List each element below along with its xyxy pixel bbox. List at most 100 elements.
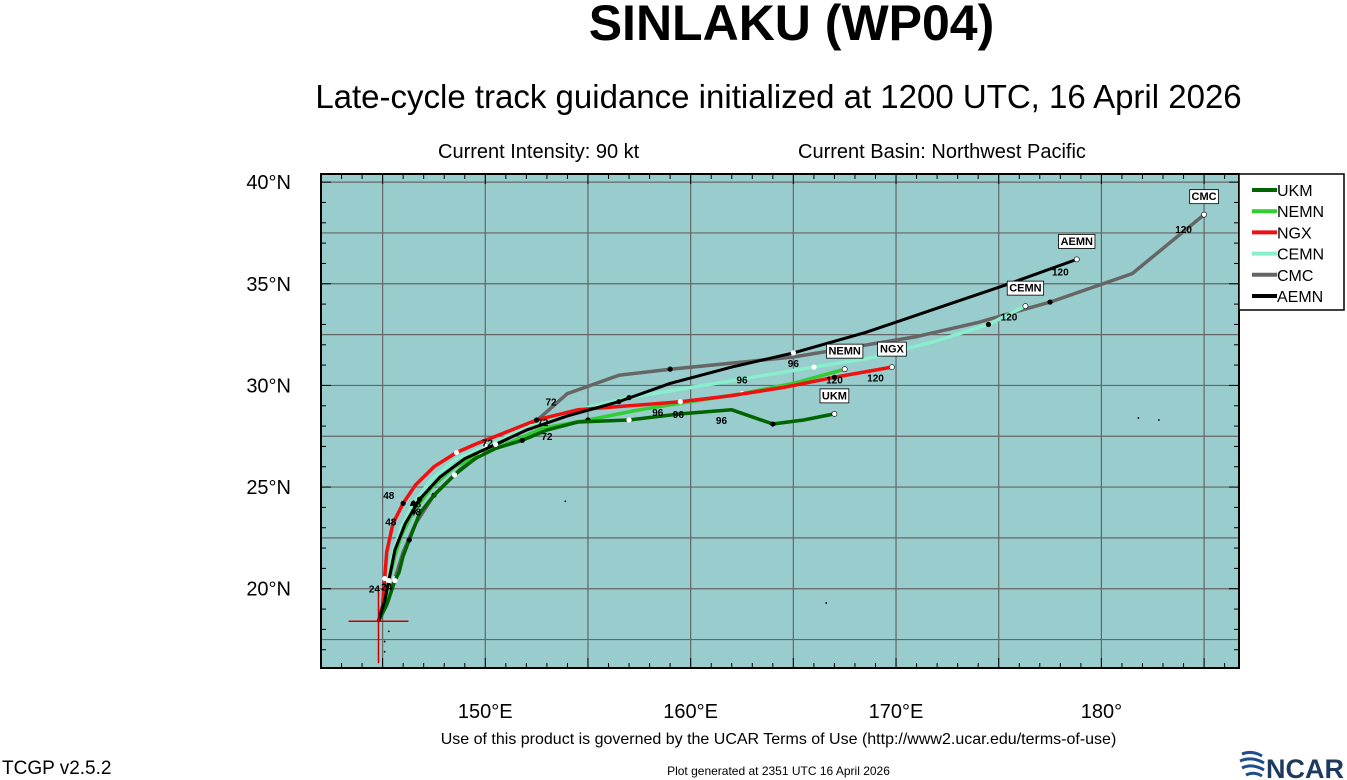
map-frame [320,173,1240,669]
track-end-label: AEMN [1061,236,1093,248]
forecast-hour-label: 24 [381,583,393,594]
track-point [985,321,992,328]
track-end-label: UKM [822,390,847,402]
forecast-hour-label: 72 [537,418,549,429]
forecast-hour-label: 72 [541,432,553,443]
track-end-box [1006,280,1045,296]
legend-label-cmc: CMC [1277,268,1313,285]
track-end-label: NGX [880,344,905,356]
track-end-box [826,343,864,359]
track-point [519,437,525,443]
track-end-box [1058,233,1096,249]
island-dot [383,650,386,653]
track-end-label: CMC [1192,191,1217,203]
forecast-hour-label: 48 [385,518,397,529]
track-point [400,500,406,506]
track-line-ngx [376,365,893,622]
current-intensity: Current Intensity: 90 kt [438,141,640,163]
forecast-hour-label: 48 [410,499,422,510]
forecast-hour-label: 120 [1175,225,1192,236]
island-dot [383,640,386,643]
ocean-background [321,174,1239,668]
track-point [616,399,622,405]
y-tick-label: 25°N [246,477,291,499]
plot-generated-time: Plot generated at 2351 UTC 16 April 2026 [667,764,890,778]
x-tick-label: 170°E [869,701,924,723]
forecast-hour-label: 96 [788,359,800,370]
forecast-hour-label: 72 [545,398,557,409]
legend-label-ukm: UKM [1277,183,1313,200]
legend: UKM NEMN NGX CEMN CMC AEMN [1238,173,1345,311]
legend-label-cemn: CEMN [1277,247,1324,264]
track-point [406,537,412,543]
track-point [416,496,423,502]
legend-label-ngx: NGX [1277,225,1312,242]
legend-label-aemn: AEMN [1277,289,1323,306]
track-point [770,421,776,427]
forecast-hour-label: 96 [673,410,685,421]
track-point [790,350,796,356]
legend-label-nemn: NEMN [1277,204,1324,221]
island-dot [564,500,567,503]
model-tracks [376,213,1206,622]
forecast-hour-label: 48 [383,491,395,502]
track-end-point [889,364,895,371]
terms-of-use: Use of this product is governed by the U… [440,731,1117,748]
track-end-point [1073,256,1080,263]
track-end-point [841,366,848,373]
y-tick-label: 30°N [246,375,291,397]
forecast-hour-label: 96 [652,408,664,419]
track-end-point [831,410,838,417]
forecast-hour-label: 24 [369,585,381,596]
track-point [392,577,398,584]
track-end-box [819,388,850,404]
track-point [492,441,499,447]
forecast-hour-label: 96 [716,416,728,427]
island-dots [383,417,1160,653]
island-dot [1137,417,1140,419]
x-tick-label: 150°E [458,701,513,723]
track-point [382,575,388,582]
island-dot [1158,419,1160,421]
track-point [667,366,673,372]
forecast-hour-label: 120 [1052,268,1069,279]
forecast-hour-label: 72 [482,438,494,449]
ncar-logo-text: NCAR [1266,754,1344,780]
ncar-logo-icon [1239,750,1265,778]
track-labels: UKM 72 96 NEMN 96 120 NGX 48 72 96 120 CEMN 72 120 CMC… [369,189,1219,596]
island-dot [387,630,390,633]
track-end-label: CEMN [1009,283,1041,295]
forecast-hour-label: 120 [1001,312,1018,323]
y-tick-label: 40°N [246,172,291,194]
forecast-hour-label: 120 [826,375,843,386]
page-title: SINLAKU (WP04) [588,0,995,51]
y-tick-label: 35°N [246,274,291,296]
track-point [811,364,817,370]
x-tick-label: 160°E [663,701,718,723]
track-point [1047,299,1053,305]
forecast-hour-label: 48 [410,507,422,518]
track-point [451,472,458,478]
track-point [677,399,683,405]
y-tick-label: 20°N [246,579,291,601]
current-position-marker [348,591,409,664]
current-basin: Current Basin: Northwest Pacific [798,141,1086,163]
track-line-aemn [377,257,1078,622]
ncar-logo: NCAR [1239,750,1344,780]
track-end-point [1201,211,1207,218]
track-point [386,577,392,584]
track-end-box [1189,189,1219,205]
track-end-point [1022,303,1029,310]
track-line-ukm [376,408,835,622]
page-subtitle: Late-cycle track guidance initialized at… [315,78,1242,115]
track-point [626,417,632,423]
island-dot [825,602,828,604]
forecast-hour-label: 96 [736,375,748,386]
legend-box [1238,173,1345,311]
track-end-box [877,341,907,357]
x-tick-label: 180° [1081,701,1122,723]
track-line-cemn [376,304,1027,622]
forecast-hour-label: 120 [867,373,884,384]
track-point [831,374,838,380]
